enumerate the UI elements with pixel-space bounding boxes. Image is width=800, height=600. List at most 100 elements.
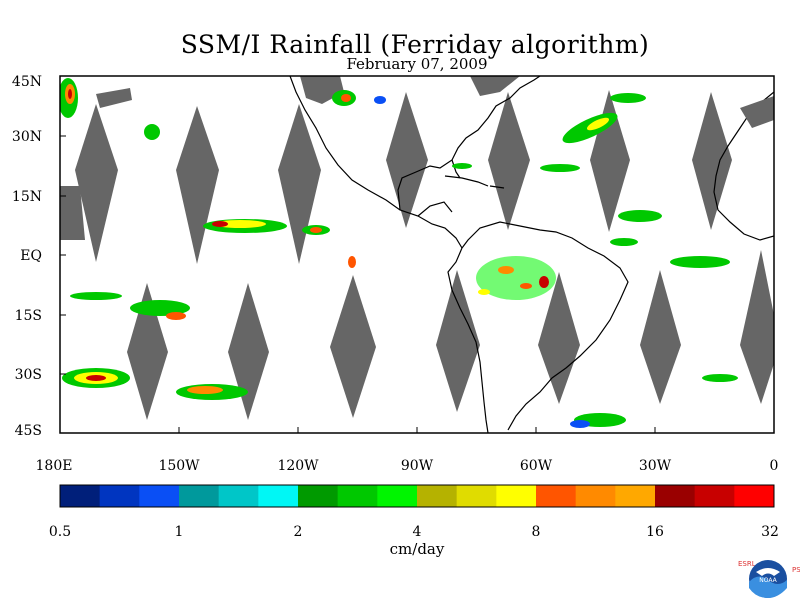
lon-label: 90W	[401, 458, 434, 474]
data-gap-swath	[75, 104, 118, 262]
rainfall-patch	[214, 220, 266, 228]
coastline-central-america	[417, 201, 453, 217]
axis-ticks	[59, 75, 775, 434]
lat-label: EQ	[20, 248, 42, 264]
coastline-south-america	[461, 221, 629, 431]
rainfall-patch	[702, 374, 738, 382]
colorbar-tick-label: 4	[413, 524, 422, 540]
data-gap-swath	[228, 283, 269, 420]
lon-labels: 180E 150W 120W 90W 60W 30W 0	[36, 458, 779, 474]
colorbar-tick-label: 1	[175, 524, 184, 540]
rainfall-patch	[374, 96, 386, 104]
colorbar-tick-label: 16	[646, 524, 664, 540]
lat-label: 30S	[15, 367, 42, 383]
colorbar-swatch	[298, 485, 339, 507]
data-gap-swath	[96, 88, 132, 108]
rainfall-patch	[166, 312, 186, 320]
data-gap-swath	[538, 272, 580, 404]
coastline-north-america-west	[289, 76, 463, 249]
data-gap-swath	[330, 275, 376, 418]
colorbar-frame	[59, 484, 775, 508]
lat-labels: 45N 30N 15N EQ 15S 30S 45S	[12, 74, 42, 439]
colorbar-swatch	[615, 485, 656, 507]
rainfall-patch	[610, 238, 638, 246]
colorbar-tick-label: 32	[761, 524, 779, 540]
rainfall-patch	[618, 210, 662, 222]
noaa-logo: NOAA	[749, 560, 787, 598]
colorbar-swatch	[655, 485, 696, 507]
colorbar-unit: cm/day	[389, 540, 445, 558]
lat-label: 15N	[12, 189, 42, 205]
colorbar-tick-label: 2	[294, 524, 303, 540]
lon-label: 120W	[277, 458, 319, 474]
lon-label: 60W	[520, 458, 553, 474]
data-gap-swath	[740, 250, 774, 404]
data-gap-swath	[127, 283, 168, 420]
rainfall-patch	[130, 300, 190, 316]
colorbar-swatch	[417, 485, 458, 507]
rainfall-patch	[570, 420, 590, 428]
map-date: February 07, 2009	[346, 55, 488, 73]
rainfall-patch	[452, 163, 472, 169]
logo-text: NOAA	[759, 577, 777, 584]
rainfall-patch	[476, 256, 556, 300]
data-gap-swath	[692, 92, 732, 230]
colorbar-swatch	[575, 485, 616, 507]
rainfall-patch	[540, 164, 580, 172]
rainfall-patch	[310, 227, 322, 233]
lat-label: 45S	[15, 423, 42, 439]
colorbar	[59, 484, 775, 508]
data-gap-swaths	[60, 88, 774, 420]
rainfall-patch	[341, 94, 351, 102]
rainfall-patch	[68, 89, 72, 99]
data-gap-swath	[488, 92, 530, 230]
lat-label: 30N	[12, 129, 42, 145]
rainfall-patch	[212, 221, 228, 227]
colorbar-tick-label: 8	[532, 524, 541, 540]
rainfall-patch	[144, 124, 160, 140]
data-gap-swath	[60, 186, 85, 240]
lon-label: 180E	[36, 458, 73, 474]
colorbar-swatch	[139, 485, 180, 507]
colorbar-swatch	[179, 485, 220, 507]
colorbar-swatch	[377, 485, 418, 507]
lon-label: 0	[770, 458, 779, 474]
coastline-hispaniola	[489, 185, 505, 189]
rainfall-patch	[348, 256, 356, 268]
colorbar-swatch	[456, 485, 497, 507]
colorbar-swatch	[337, 485, 378, 507]
rainfall-patches	[60, 78, 738, 428]
colorbar-swatch	[734, 485, 775, 507]
lon-label: 150W	[158, 458, 200, 474]
rainfall-patch	[187, 386, 223, 394]
colorbar-swatch	[99, 485, 140, 507]
rainfall-patch	[586, 117, 610, 131]
data-gap-swath	[436, 270, 480, 412]
rainfall-patch	[498, 266, 514, 274]
colorbar-swatch	[218, 485, 259, 507]
lon-label: 30W	[639, 458, 672, 474]
rainfall-patch	[86, 375, 106, 381]
colorbar-swatch	[694, 485, 735, 507]
rainfall-patch	[520, 283, 532, 289]
colorbar-swatch	[258, 485, 299, 507]
data-gap-swath	[386, 92, 428, 228]
rainfall-patch	[478, 289, 490, 295]
coastline-south-america-west	[447, 247, 489, 433]
data-gap-swath	[278, 104, 321, 264]
colorbar-tick-label: 0.5	[49, 524, 71, 540]
data-gap-swath	[640, 270, 681, 404]
land-gray-patch	[740, 96, 774, 128]
coastlines	[289, 76, 774, 433]
land-gray-patch	[470, 76, 520, 96]
map-title: SSM/I Rainfall (Ferriday algorithm)	[180, 30, 650, 59]
colorbar-labels: 0.5 1 2 4 8 16 32	[49, 524, 779, 540]
coastline-florida	[451, 159, 461, 179]
lat-label: 45N	[12, 74, 42, 90]
data-gap-swath	[176, 106, 219, 264]
colorbar-swatch	[496, 485, 537, 507]
rainfall-patch	[670, 256, 730, 268]
lat-label: 15S	[15, 308, 42, 324]
colorbar-swatch	[60, 485, 101, 507]
